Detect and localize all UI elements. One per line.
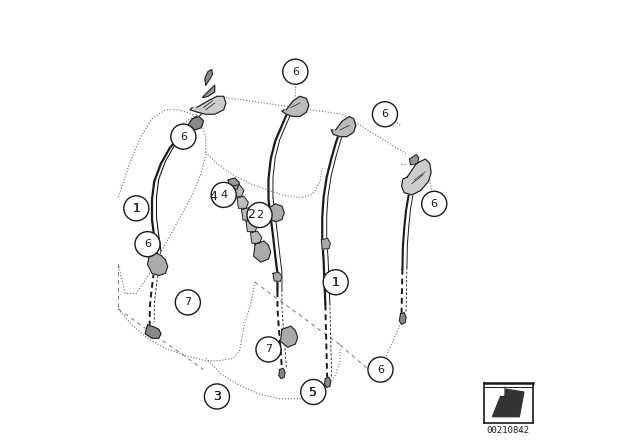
Circle shape bbox=[211, 182, 236, 207]
Polygon shape bbox=[250, 231, 262, 243]
Polygon shape bbox=[282, 96, 308, 116]
Text: 1: 1 bbox=[132, 202, 140, 215]
Polygon shape bbox=[145, 325, 161, 338]
Circle shape bbox=[283, 59, 308, 84]
Circle shape bbox=[256, 337, 281, 362]
Polygon shape bbox=[324, 377, 331, 388]
Text: 5: 5 bbox=[309, 385, 317, 399]
Circle shape bbox=[175, 290, 200, 315]
Circle shape bbox=[368, 357, 393, 382]
Polygon shape bbox=[241, 208, 253, 220]
Polygon shape bbox=[268, 204, 284, 222]
Text: 00210842: 00210842 bbox=[486, 426, 530, 435]
Text: 6: 6 bbox=[381, 109, 388, 119]
Polygon shape bbox=[493, 389, 504, 395]
Polygon shape bbox=[253, 241, 271, 262]
Polygon shape bbox=[205, 69, 212, 85]
Polygon shape bbox=[273, 272, 282, 281]
Text: 1: 1 bbox=[132, 202, 140, 215]
Text: 6: 6 bbox=[180, 132, 187, 142]
Circle shape bbox=[135, 232, 160, 257]
Text: 6: 6 bbox=[431, 199, 438, 209]
Polygon shape bbox=[493, 389, 524, 417]
Polygon shape bbox=[188, 116, 204, 130]
Polygon shape bbox=[280, 326, 298, 347]
Circle shape bbox=[171, 124, 196, 149]
Text: 1: 1 bbox=[332, 276, 340, 289]
Text: 6: 6 bbox=[292, 67, 299, 77]
Circle shape bbox=[372, 102, 397, 127]
Circle shape bbox=[323, 270, 348, 295]
Polygon shape bbox=[237, 196, 248, 208]
Polygon shape bbox=[246, 220, 257, 232]
Polygon shape bbox=[321, 238, 330, 249]
Polygon shape bbox=[203, 85, 214, 98]
Circle shape bbox=[422, 191, 447, 216]
Circle shape bbox=[247, 202, 272, 228]
Text: 4: 4 bbox=[209, 190, 218, 203]
Text: 2: 2 bbox=[256, 210, 263, 220]
Polygon shape bbox=[332, 116, 356, 137]
Polygon shape bbox=[399, 313, 406, 324]
Polygon shape bbox=[228, 178, 239, 190]
Text: 3: 3 bbox=[213, 390, 221, 403]
Text: 1: 1 bbox=[332, 276, 340, 289]
Text: 5: 5 bbox=[309, 385, 317, 399]
Text: 7: 7 bbox=[265, 345, 272, 354]
Circle shape bbox=[204, 384, 230, 409]
Text: 6: 6 bbox=[144, 239, 151, 249]
Text: 3: 3 bbox=[213, 390, 221, 403]
Polygon shape bbox=[190, 96, 226, 114]
Polygon shape bbox=[279, 368, 285, 379]
Text: 4: 4 bbox=[220, 190, 227, 200]
Circle shape bbox=[301, 379, 326, 405]
Polygon shape bbox=[401, 159, 431, 195]
Text: 2: 2 bbox=[247, 207, 255, 221]
Text: 7: 7 bbox=[184, 297, 191, 307]
Text: 6: 6 bbox=[377, 365, 384, 375]
Polygon shape bbox=[410, 155, 419, 165]
Polygon shape bbox=[232, 185, 244, 196]
Circle shape bbox=[124, 196, 149, 221]
Polygon shape bbox=[147, 253, 168, 276]
